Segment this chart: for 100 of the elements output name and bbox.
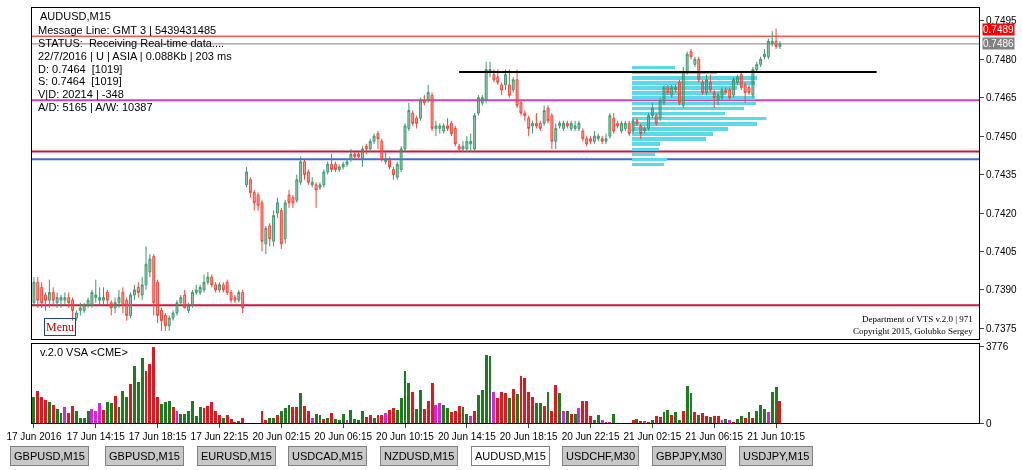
candlestick <box>600 135 604 145</box>
candlestick <box>179 294 183 306</box>
candlestick <box>314 181 318 209</box>
bar <box>631 116 767 120</box>
bar <box>164 401 167 423</box>
candlestick <box>627 120 631 137</box>
candlestick <box>504 69 507 91</box>
bar <box>56 408 59 423</box>
candlestick <box>770 30 774 47</box>
bar <box>226 414 229 423</box>
bar <box>500 391 503 423</box>
bar <box>346 419 348 423</box>
candlestick <box>318 181 322 191</box>
candlestick <box>260 199 264 252</box>
bar <box>554 384 557 423</box>
candlestick <box>353 151 357 160</box>
y-tick-label: 0 <box>986 417 992 429</box>
candlestick <box>422 94 426 106</box>
bar <box>717 415 720 423</box>
bar <box>434 404 437 423</box>
annotation: Copyright 2015, Golubko Sergey <box>853 326 974 336</box>
candlestick <box>36 276 40 309</box>
candlestick <box>391 166 395 181</box>
candlestick <box>160 307 163 332</box>
ref-line-label: 0.7489 <box>983 24 1015 35</box>
chart-title: AUDUSD,M15 <box>40 10 111 22</box>
candlestick <box>461 140 465 153</box>
candlestick <box>763 48 766 60</box>
candlestick <box>380 138 384 163</box>
bar <box>44 399 47 423</box>
bar <box>775 386 778 423</box>
ref-line-label: 0.7486 <box>983 38 1015 49</box>
candlestick <box>32 276 36 306</box>
candlestick <box>361 145 364 168</box>
candlestick <box>569 120 573 132</box>
candlestick <box>620 120 623 135</box>
y-tick-label: 0.7450 <box>986 130 1018 142</box>
candlestick <box>650 102 654 119</box>
candlestick <box>732 76 735 99</box>
annotation: 22/7/2016 | U | ASIA | 0.088Kb | 203 ms <box>38 50 233 62</box>
candlestick <box>113 297 117 314</box>
candlestick <box>778 40 782 50</box>
bar <box>736 418 739 423</box>
x-tick-label: 21 Jun 10:15 <box>747 431 806 442</box>
bar <box>721 419 723 423</box>
bar <box>334 418 337 423</box>
candlestick <box>341 161 345 170</box>
candlestick <box>403 122 407 153</box>
candlestick <box>666 84 670 96</box>
bar <box>32 396 35 423</box>
bar <box>674 411 677 423</box>
candlestick <box>194 284 198 296</box>
candlestick <box>368 138 372 153</box>
candlestick <box>527 115 531 137</box>
candlestick <box>295 174 299 204</box>
annotation: Menu <box>46 320 74 334</box>
candlestick <box>291 194 295 209</box>
candlestick <box>558 120 562 129</box>
x-tick-label: 17 Jun 18:15 <box>128 431 187 442</box>
y-tick-label: 0.7465 <box>986 92 1018 104</box>
y-tick-label: 0.7435 <box>986 169 1018 181</box>
bar <box>512 388 515 423</box>
candlestick <box>190 289 194 309</box>
candlestick <box>701 79 705 96</box>
candlestick <box>434 120 438 137</box>
bar <box>489 355 491 423</box>
bar <box>218 414 221 423</box>
bar <box>280 410 283 423</box>
bar <box>601 419 604 423</box>
candlestick <box>132 284 136 301</box>
bar <box>713 415 716 423</box>
annotation: A/D: 5165 | A/W: 10387 <box>38 101 153 113</box>
candlestick <box>303 158 306 181</box>
candlestick <box>766 38 770 60</box>
candlestick <box>272 209 276 247</box>
candlestick <box>245 166 248 188</box>
candlestick <box>442 122 446 135</box>
bar <box>299 392 302 423</box>
candlestick <box>751 66 755 99</box>
candlestick <box>330 153 334 173</box>
bar <box>469 415 472 423</box>
text: GBPUSD,M15 <box>14 450 85 462</box>
bar <box>172 406 175 423</box>
candlestick <box>647 112 650 132</box>
bar <box>562 410 565 423</box>
candlestick <box>252 189 256 211</box>
candlestick <box>662 84 666 106</box>
candlestick <box>152 253 156 317</box>
candlestick <box>183 289 187 309</box>
text: GBPUSD,M15 <box>109 450 180 462</box>
candlestick <box>136 281 140 299</box>
candlestick <box>407 102 411 132</box>
candlestick <box>562 120 565 132</box>
bar <box>98 402 101 423</box>
candlestick <box>577 120 581 132</box>
candlestick <box>507 69 511 99</box>
x-tick-label: 20 Jun 14:15 <box>437 431 497 442</box>
candlestick <box>163 312 167 332</box>
candlestick <box>326 161 330 176</box>
bar <box>63 406 66 423</box>
